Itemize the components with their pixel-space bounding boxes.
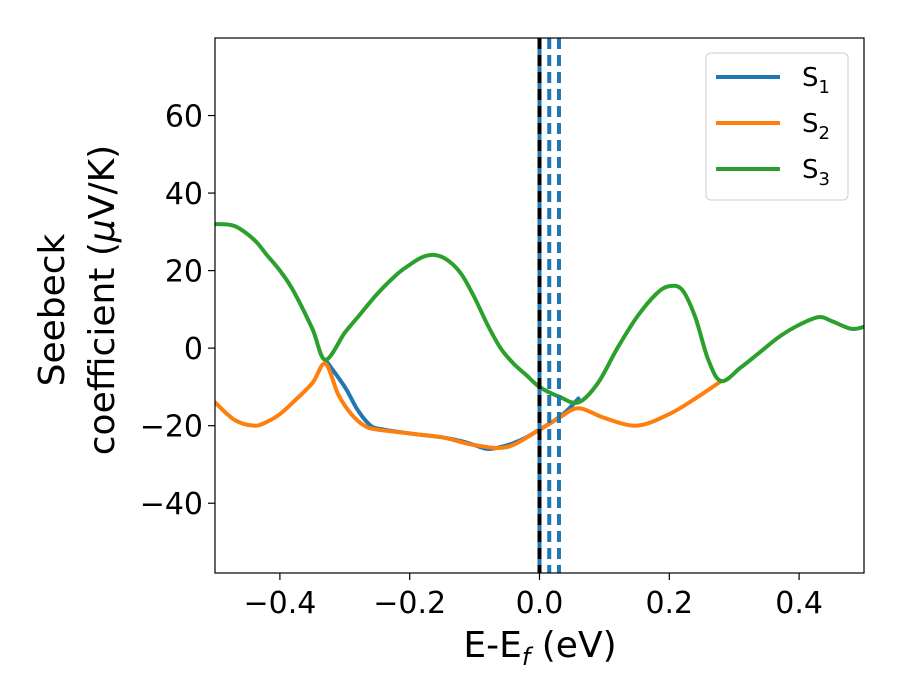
legend: S1 S2 S3 [705, 52, 849, 201]
y-axis-title-pre: coefficient ( [82, 242, 123, 455]
legend-label-s3: S3 [802, 155, 830, 190]
x-axis-title-unit: (eV) [530, 625, 616, 666]
vline-layer [537, 38, 561, 573]
legend-box [705, 52, 849, 201]
legend-label-s1: S1 [802, 63, 830, 98]
y-axis-ticks: −40 −20 0 20 40 60 [140, 100, 215, 522]
y-tick-label: 20 [165, 255, 203, 290]
series-line-s2 [215, 361, 724, 451]
x-axis-title-main: E-E [463, 625, 521, 666]
series-layer [215, 222, 864, 451]
y-tick-label: 60 [165, 100, 203, 135]
y-tick-label: −20 [140, 410, 203, 445]
series-line-s3 [215, 222, 864, 405]
y-tick-label: 0 [184, 332, 203, 367]
y-axis-title-line1: Seebeck [32, 233, 73, 386]
x-tick-label: 0.0 [516, 586, 564, 621]
x-axis-ticks: −0.4 −0.2 0.0 0.2 0.4 [243, 573, 823, 621]
y-axis-title-post: V/K) [82, 145, 123, 219]
x-tick-label: 0.4 [775, 586, 823, 621]
x-tick-label: 0.2 [645, 586, 693, 621]
y-axis-title-line2: coefficient (μV/K) [82, 145, 123, 455]
y-tick-label: 40 [165, 177, 203, 212]
x-tick-label: −0.2 [373, 586, 446, 621]
x-axis-title: E-Ef (eV) [463, 625, 616, 671]
y-tick-label: −40 [140, 487, 203, 522]
y-axis-title-mu: μ [82, 219, 123, 243]
x-tick-label: −0.4 [243, 586, 316, 621]
legend-label-s2: S2 [802, 109, 830, 144]
